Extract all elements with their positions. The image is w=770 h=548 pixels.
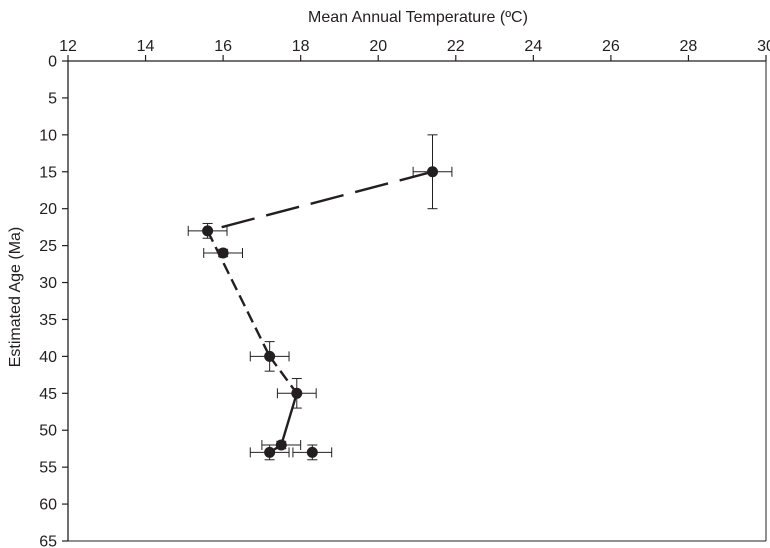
data-point: [427, 166, 439, 178]
y-tick-label: 5: [48, 90, 57, 107]
x-tick-label: 14: [137, 38, 155, 55]
y-tick-label: 65: [39, 534, 57, 548]
series-line-segment: [268, 355, 298, 395]
x-tick-label: 22: [447, 38, 465, 55]
data-point: [202, 225, 214, 237]
x-tick-label: 18: [292, 38, 310, 55]
data-point: [217, 247, 229, 259]
x-tick-label: 24: [524, 38, 542, 55]
y-tick-label: 25: [39, 238, 57, 255]
y-tick-label: 35: [39, 312, 57, 329]
y-axis-title: Estimated Age (Ma): [7, 227, 24, 368]
x-tick-label: 30: [757, 38, 770, 55]
y-tick-label: 10: [39, 127, 57, 144]
y-tick-label: 15: [39, 164, 57, 181]
series-line-segment: [207, 170, 433, 233]
data-point: [291, 387, 303, 399]
axes: 12 14 16 18 20 22 24 26 28 30 0 5 10 15 20 25 30 35 40 45 50…: [39, 38, 770, 548]
data-points: [202, 166, 439, 458]
x-tick-label: 12: [59, 38, 77, 55]
error-bars: [187, 134, 453, 461]
data-point: [306, 446, 318, 458]
y-tick-label: 55: [39, 460, 57, 477]
x-tick-label: 16: [214, 38, 232, 55]
y-tick-label: 50: [39, 423, 57, 440]
y-tick-label: 20: [39, 201, 57, 218]
y-tick-label: 45: [39, 386, 57, 403]
x-tick-label: 20: [369, 38, 387, 55]
x-axis-title: Mean Annual Temperature (ºC): [308, 9, 528, 26]
data-point: [275, 439, 287, 451]
y-tick-label: 60: [39, 497, 57, 514]
y-tick-label: 0: [48, 54, 57, 71]
series-lines: [206, 170, 433, 454]
y-tick-label: 40: [39, 349, 57, 366]
x-tick-label: 26: [602, 38, 620, 55]
series-line-segment: [280, 392, 298, 446]
series-line-segment: [206, 230, 271, 357]
y-tick-label: 30: [39, 275, 57, 292]
x-tick-label: 28: [680, 38, 698, 55]
data-point: [264, 350, 276, 362]
data-point: [264, 446, 276, 458]
